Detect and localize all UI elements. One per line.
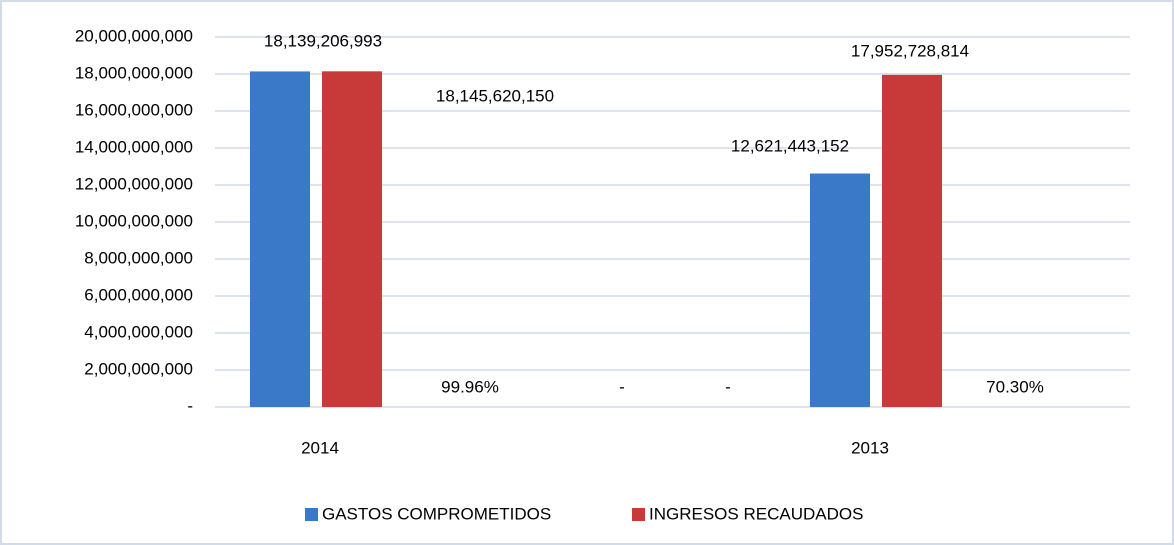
data-label: 12,621,443,152	[731, 136, 849, 155]
annotation: 99.96%	[441, 377, 499, 396]
legend-swatch	[305, 508, 318, 521]
bar	[882, 74, 942, 408]
legend-label: INGRESOS RECAUDADOS	[649, 504, 863, 523]
annotation: -	[725, 377, 731, 396]
y-tick-label: 14,000,000,000	[75, 137, 193, 156]
y-tick-label: 6,000,000,000	[84, 285, 193, 304]
data-label: 17,952,728,814	[851, 41, 969, 60]
bar	[250, 71, 310, 407]
y-tick-label: 8,000,000,000	[84, 248, 193, 267]
y-tick-label: 2,000,000,000	[84, 359, 193, 378]
annotation: 70.30%	[986, 377, 1044, 396]
y-tick-label: 10,000,000,000	[75, 211, 193, 230]
legend-swatch	[632, 508, 645, 521]
annotation: -	[619, 377, 625, 396]
data-label: 18,145,620,150	[436, 86, 554, 105]
bar	[322, 71, 382, 407]
y-tick-label: 12,000,000,000	[75, 174, 193, 193]
y-tick-label: 20,000,000,000	[75, 26, 193, 45]
y-tick-label: 4,000,000,000	[84, 322, 193, 341]
bar	[810, 173, 870, 407]
y-tick-label: 18,000,000,000	[75, 63, 193, 82]
x-tick-label: 2014	[301, 438, 339, 457]
y-tick-label: -	[187, 396, 193, 415]
y-tick-label: 16,000,000,000	[75, 100, 193, 119]
legend-label: GASTOS COMPROMETIDOS	[322, 504, 551, 523]
data-label: 18,139,206,993	[264, 31, 382, 50]
x-tick-label: 2013	[851, 438, 889, 457]
